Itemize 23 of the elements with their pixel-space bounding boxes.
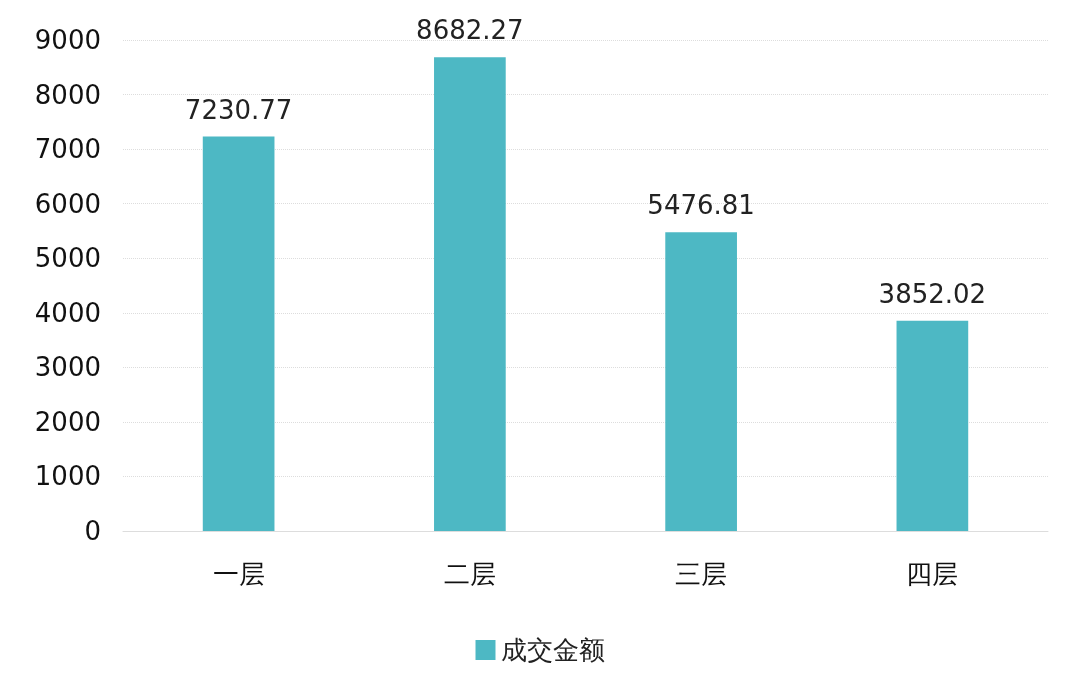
data-label: 5476.81	[647, 190, 755, 221]
y-tick-label: 4000	[34, 297, 101, 328]
y-tick-label: 1000	[34, 461, 101, 492]
x-tick-label: 三层	[675, 559, 728, 589]
data-label: 7230.77	[184, 94, 293, 125]
y-tick-label: 2000	[34, 406, 101, 437]
y-tick-label: 5000	[34, 243, 101, 274]
y-tick-label: 6000	[34, 188, 101, 219]
legend-label: 成交金额	[500, 635, 605, 665]
bar	[896, 320, 969, 531]
y-tick-label: 3000	[34, 352, 101, 383]
y-tick-label: 0	[84, 516, 101, 546]
x-tick-label: 一层	[212, 559, 265, 589]
y-tick-label: 7000	[34, 134, 101, 165]
bar	[665, 232, 737, 531]
bar	[434, 57, 506, 531]
y-tick-label: 8000	[34, 79, 101, 110]
data-label: 3852.02	[878, 278, 987, 309]
x-tick-label: 四层	[906, 559, 959, 589]
bar	[202, 136, 275, 531]
data-label: 8682.27	[416, 15, 524, 46]
y-tick-label: 9000	[34, 25, 101, 55]
x-tick-label: 二层	[443, 559, 496, 589]
